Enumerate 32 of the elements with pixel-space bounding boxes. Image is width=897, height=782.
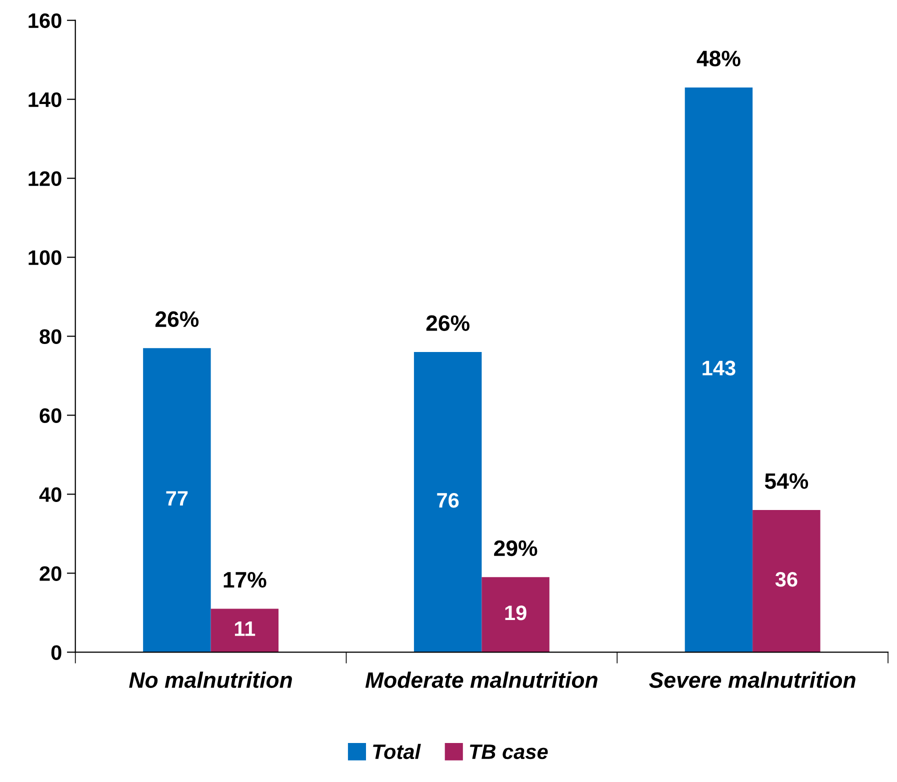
y-tick-label: 100 [28,250,62,266]
data-label: 11 [234,622,256,636]
bar [414,352,482,652]
annotation: 48% [696,50,740,66]
legend-label: Total [373,744,421,760]
data-label: 143 [702,360,736,376]
bar [143,348,211,652]
annotation: 26% [426,315,470,331]
y-tick-label: 80 [40,329,62,344]
annotation: 26% [155,311,199,328]
data-label: 36 [775,572,798,587]
y-tick-label: 20 [40,566,62,581]
x-tick-label: Severe malnutrition [649,672,856,688]
bar [684,87,753,652]
bar [482,577,550,652]
legend-label: TB case [470,744,548,760]
y-tick-label: 160 [28,13,62,28]
data-label: 19 [505,606,526,620]
x-tick-label: No malnutrition [129,672,292,688]
data-label: 76 [437,492,459,508]
y-tick-label: 60 [40,408,62,423]
bar [752,510,820,652]
annotation: 54% [764,473,808,489]
annotation: 29% [494,540,538,556]
x-tick-label: Moderate malnutrition [365,672,598,688]
y-tick-label: 120 [28,171,62,186]
y-tick-label: 40 [39,487,62,502]
y-tick-label: 0 [51,645,62,660]
annotation: 17% [224,572,266,588]
y-tick-label: 140 [28,92,62,108]
bar [210,608,279,652]
data-label: 77 [166,491,188,506]
